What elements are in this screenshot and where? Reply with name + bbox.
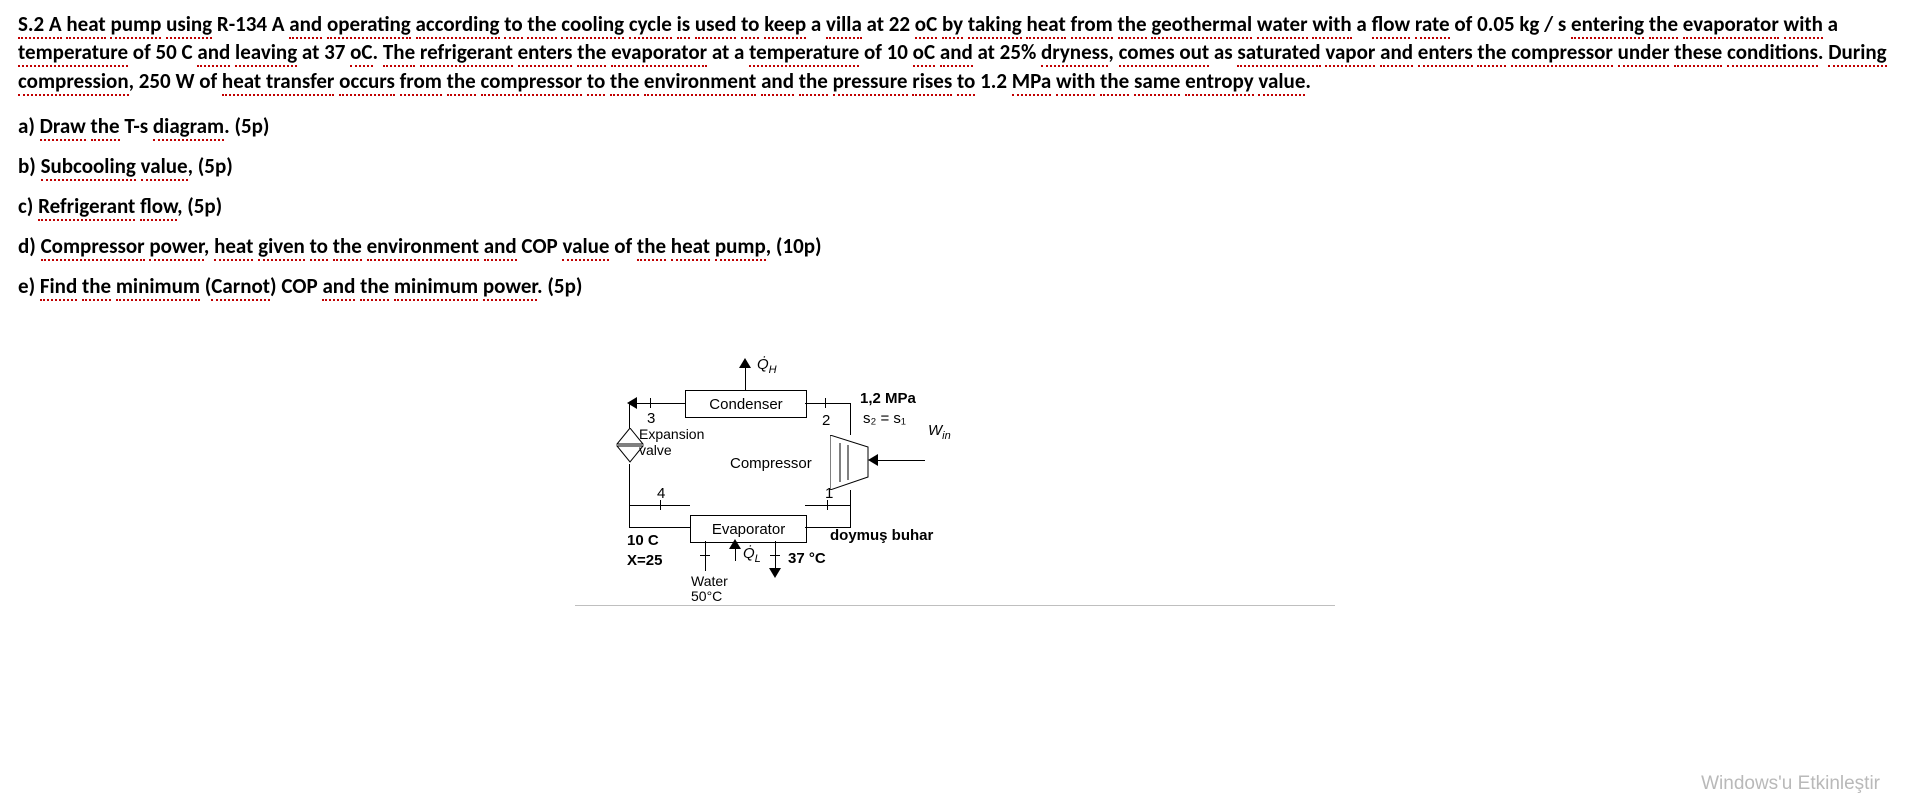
qh-label: Q̇H: [757, 356, 777, 376]
water-temp-label: 50°C: [691, 588, 722, 604]
state4-quality-label: X=25: [627, 552, 662, 569]
entropy-label: s₂ = s₁: [863, 410, 906, 427]
state1-note-label: doymuş buhar: [830, 527, 933, 544]
state-2-label: 2: [822, 412, 830, 429]
water-out-label: 37 °C: [788, 550, 826, 567]
question-e: e) Find the minimum (Carnot) COP and the…: [18, 273, 1902, 299]
condenser-label: Condenser: [709, 396, 782, 413]
expansion-valve-label-2: valve: [639, 442, 672, 458]
state-3-label: 3: [647, 410, 655, 427]
windows-watermark: Windows'u Etkinleştir: [1701, 773, 1880, 795]
question-d: d) Compressor power, heat given to the e…: [18, 233, 1902, 259]
compressor-label: Compressor: [730, 455, 812, 472]
state-1-label: 1: [825, 485, 833, 502]
pressure-label: 1,2 MPa: [860, 390, 916, 407]
problem-statement: S.2 A heat pump using R-134 A and operat…: [18, 10, 1902, 95]
win-label: Win: [928, 422, 951, 442]
evaporator-box: Evaporator: [690, 515, 807, 543]
water-label: Water: [691, 573, 728, 589]
question-c: c) Refrigerant flow, (5p): [18, 193, 1902, 219]
evaporator-label: Evaporator: [712, 521, 785, 538]
state-4-label: 4: [657, 485, 665, 502]
condenser-box: Condenser: [685, 390, 807, 418]
question-a: a) Draw the T-s diagram. (5p): [18, 113, 1902, 139]
cycle-diagram: Condenser Evaporator Compressor Expansio…: [605, 360, 1155, 620]
ql-label: Q̇L: [743, 545, 761, 565]
state4-temp-label: 10 C: [627, 532, 659, 549]
expansion-valve-label-1: Expansion: [639, 426, 704, 442]
question-b: b) Subcooling value, (5p): [18, 153, 1902, 179]
